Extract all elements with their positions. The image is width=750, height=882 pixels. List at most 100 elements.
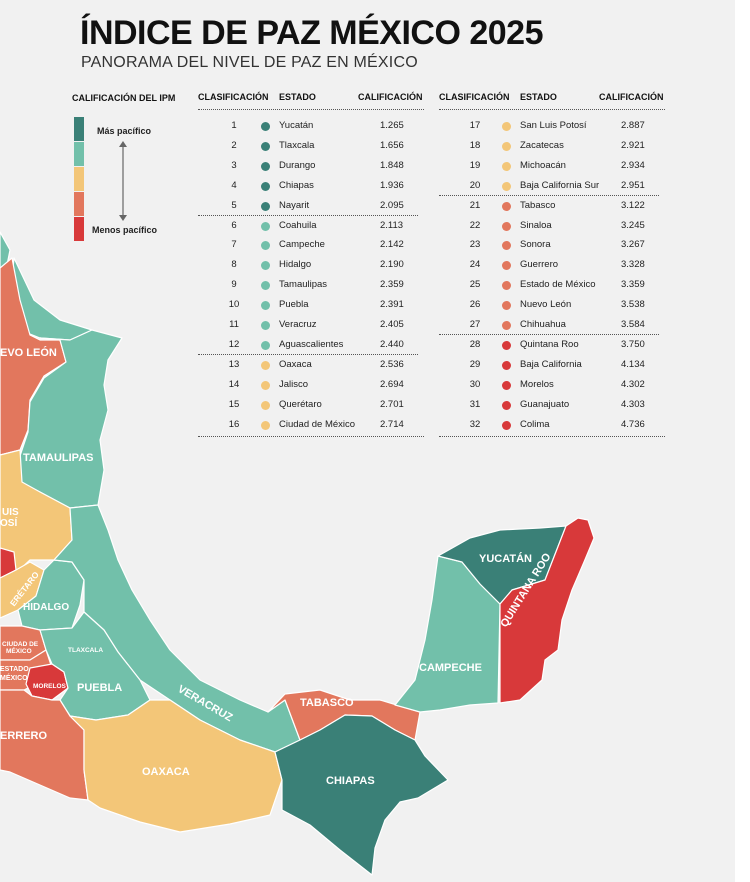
rank-cell: 32 <box>469 418 481 430</box>
tier-dot <box>261 241 270 251</box>
state-cell: Baja California Sur <box>520 179 600 191</box>
score-cell: 3.750 <box>621 338 645 350</box>
state-cell: Zacatecas <box>520 139 564 151</box>
tier-dot <box>261 321 270 330</box>
table-row: 26 Nuevo León 3.538 <box>439 299 665 317</box>
tier-dot <box>261 221 270 231</box>
table-row: 14 Jalisco 2.694 <box>198 379 424 397</box>
tier-dot <box>261 161 270 171</box>
state-cell: Jalisco <box>279 378 309 390</box>
rank-cell: 15 <box>228 398 240 410</box>
rank-cell: 23 <box>469 239 481 251</box>
state-cell: Tlaxcala <box>279 139 315 151</box>
table-row: 17 San Luis Potosí 2.887 <box>439 120 665 138</box>
score-cell: 1.656 <box>380 139 404 151</box>
label-oaxaca: OAXACA <box>142 766 190 778</box>
legend-swatch-1 <box>74 117 84 141</box>
rank-cell: 13 <box>228 358 240 370</box>
state-cell: Durango <box>279 159 316 171</box>
tier-dot <box>502 201 511 211</box>
tier-dot <box>502 321 511 330</box>
rank-cell: 4 <box>231 179 237 191</box>
table-row: 15 Querétaro 2.701 <box>198 399 424 417</box>
header-score: CALIFICACIÓN <box>358 92 423 102</box>
score-cell: 2.694 <box>380 378 404 390</box>
tier-dot <box>502 360 511 370</box>
state-cell: Guanajuato <box>520 398 570 410</box>
score-cell: 2.714 <box>380 418 404 430</box>
rank-cell: 21 <box>469 199 481 211</box>
header-score: CALIFICACIÓN <box>599 92 664 102</box>
state-cell: Quintana Roo <box>520 338 579 350</box>
score-cell: 3.122 <box>621 199 645 211</box>
label-nuevo-leon: EVO LEÓN <box>0 346 57 359</box>
table-row: 25 Estado de México 3.359 <box>439 279 665 297</box>
rank-cell: 25 <box>469 279 481 291</box>
table-row: 13 Oaxaca 2.536 <box>198 359 424 377</box>
state-cell: Chihuahua <box>520 319 566 330</box>
page-subtitle: PANORAMA DEL NIVEL DE PAZ EN MÉXICO <box>81 54 418 71</box>
rank-cell: 29 <box>469 358 481 370</box>
score-cell: 2.359 <box>380 279 404 291</box>
table-row: 8 Hidalgo 2.190 <box>198 259 424 277</box>
score-cell: 4.303 <box>621 398 645 410</box>
footer-divider <box>439 436 665 438</box>
score-cell: 1.936 <box>380 179 404 191</box>
tier-dot <box>502 301 511 311</box>
tier-dot <box>502 122 511 131</box>
score-cell: 3.245 <box>621 219 645 231</box>
footer-divider <box>198 436 424 438</box>
score-cell: 2.391 <box>380 299 404 311</box>
state-cell: Oaxaca <box>279 358 312 370</box>
score-cell: 2.887 <box>621 120 645 131</box>
score-cell: 2.142 <box>380 239 404 251</box>
table-row: 2 Tlaxcala 1.656 <box>198 140 424 158</box>
rank-cell: 3 <box>231 159 237 171</box>
tier-dot <box>261 340 270 350</box>
score-cell: 2.190 <box>380 259 404 271</box>
table-row: 21 Tabasco 3.122 <box>439 200 665 218</box>
tier-dot <box>502 420 511 430</box>
score-cell: 2.405 <box>380 319 404 330</box>
rank-cell: 8 <box>231 259 237 271</box>
tier-dot <box>502 281 511 291</box>
state-cell: Aguascalientes <box>279 338 344 350</box>
table-row: 16 Ciudad de México 2.714 <box>198 419 424 437</box>
tier-dot <box>261 400 270 410</box>
legend-arrow-icon <box>119 141 127 221</box>
tier-divider <box>198 353 418 355</box>
table-row: 11 Veracruz 2.405 <box>198 319 424 337</box>
tier-dot <box>261 281 270 291</box>
table-row: 9 Tamaulipas 2.359 <box>198 279 424 297</box>
rank-cell: 11 <box>229 319 239 330</box>
score-cell: 3.359 <box>621 279 645 291</box>
state-cell: Hidalgo <box>279 259 312 271</box>
rank-cell: 22 <box>469 219 481 231</box>
label-edomex-1: ESTADO <box>0 666 29 673</box>
rank-cell: 1 <box>231 120 237 131</box>
table-row: 1 Yucatán 1.265 <box>198 120 424 138</box>
state-cell: Nuevo León <box>520 299 572 311</box>
score-cell: 2.951 <box>621 179 645 191</box>
rank-cell: 27 <box>469 319 481 330</box>
score-cell: 3.328 <box>621 259 645 271</box>
table-row: 5 Nayarit 2.095 <box>198 200 424 218</box>
tier-dot <box>502 221 511 231</box>
state-cell: Puebla <box>279 299 309 311</box>
state-cell: Nayarit <box>279 199 310 211</box>
state-cell: Guerrero <box>520 259 559 271</box>
rank-cell: 26 <box>469 299 481 311</box>
table-row: 32 Colima 4.736 <box>439 419 665 437</box>
score-cell: 1.265 <box>380 120 404 131</box>
label-tamaulipas: TAMAULIPAS <box>23 452 93 464</box>
label-tlaxcala: TLAXCALA <box>68 647 103 654</box>
label-edomex-2: MÉXICO <box>0 673 28 682</box>
state-chiapas <box>274 714 449 876</box>
score-cell: 1.848 <box>380 159 404 171</box>
table-row: 4 Chiapas 1.936 <box>198 180 424 198</box>
tier-dot <box>502 400 511 410</box>
label-cdmx-1: CIUDAD DE <box>2 641 39 648</box>
state-cell: San Luis Potosí <box>520 120 587 131</box>
rank-cell: 7 <box>231 239 237 251</box>
